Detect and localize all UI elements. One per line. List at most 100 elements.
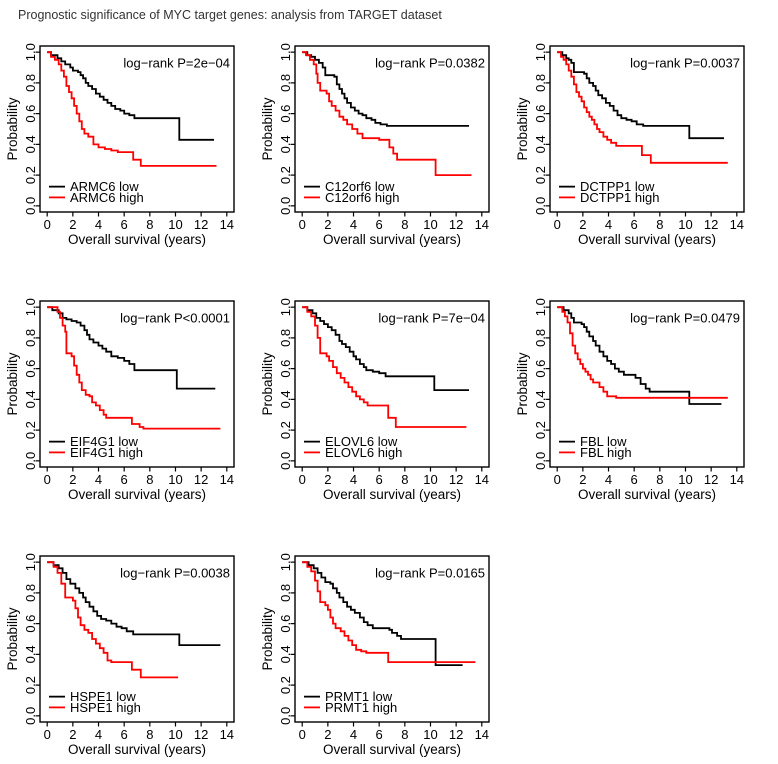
x-tick-label: 2 <box>69 472 76 487</box>
pvalue-annotation: log−rank P=0.0038 <box>120 566 230 581</box>
legend-label-low: ELOVL6 low <box>325 434 398 449</box>
legend-label-high: EIF4G1 high <box>70 445 143 460</box>
panel-grid: 0 2 4 6 8 10 12 14 0.0 0.2 0.4 0.6 0.8 1.0 Overall sur… <box>0 28 778 764</box>
x-tick-label: 10 <box>678 472 692 487</box>
y-axis-label: Probability <box>515 352 530 415</box>
y-tick-label: 0.6 <box>533 360 548 378</box>
legend-label-low: FBL low <box>580 434 627 449</box>
y-tick-label: 0.8 <box>533 329 548 347</box>
x-axis-label: Overall survival (years) <box>68 487 206 502</box>
x-tick-label: 2 <box>579 217 586 232</box>
y-tick-label: 0.8 <box>533 74 548 92</box>
x-tick-label: 12 <box>449 217 463 232</box>
plot-box <box>549 45 745 213</box>
x-tick-label: 14 <box>475 472 489 487</box>
legend-label-low: EIF4G1 low <box>70 434 139 449</box>
x-tick-label: 0 <box>299 217 306 232</box>
y-tick-label: 0.2 <box>278 421 293 439</box>
y-tick-label: 0.4 <box>278 135 293 153</box>
legend-label-high: C12orf6 high <box>325 190 399 205</box>
x-tick-label: 0 <box>554 217 561 232</box>
x-tick-label: 12 <box>194 217 208 232</box>
plot-box <box>294 555 490 723</box>
x-tick-label: 2 <box>324 472 331 487</box>
x-tick-label: 8 <box>146 472 153 487</box>
y-axis-label: Probability <box>5 352 20 415</box>
x-tick-label: 12 <box>449 727 463 742</box>
x-tick-label: 6 <box>121 727 128 742</box>
x-tick-label: 6 <box>121 472 128 487</box>
y-axis-label: Probability <box>260 607 275 670</box>
x-tick-label: 8 <box>401 217 408 232</box>
pvalue-annotation: log−rank P=0.0165 <box>375 566 485 581</box>
survival-curve-low <box>47 51 214 141</box>
y-tick-label: 0.2 <box>23 676 38 694</box>
y-tick-label: 1.0 <box>278 298 293 316</box>
survival-curve-high <box>47 306 221 430</box>
km-panel-ELOVL6: 0 2 4 6 8 10 12 14 0.0 0.2 0.4 0.6 0.8 1.0 Overall sur… <box>260 298 490 502</box>
x-tick-label: 8 <box>656 472 663 487</box>
x-tick-label: 0 <box>299 727 306 742</box>
survival-curve-low <box>557 51 724 140</box>
survival-curve-low <box>47 306 216 390</box>
x-tick-label: 8 <box>401 472 408 487</box>
x-tick-label: 2 <box>69 217 76 232</box>
y-tick-label: 0.6 <box>278 360 293 378</box>
pvalue-annotation: log−rank P=2e−04 <box>123 56 230 71</box>
x-tick-label: 6 <box>376 217 383 232</box>
x-axis-label: Overall survival (years) <box>578 232 716 247</box>
y-axis-label: Probability <box>515 97 530 160</box>
survival-curve-high <box>302 306 467 428</box>
x-tick-label: 4 <box>95 472 102 487</box>
km-panel-HSPE1: 0 2 4 6 8 10 12 14 0.0 0.2 0.4 0.6 0.8 1.0 Overall sur… <box>5 553 235 757</box>
x-tick-label: 6 <box>631 472 638 487</box>
x-tick-label: 2 <box>324 217 331 232</box>
x-tick-label: 14 <box>220 217 234 232</box>
y-tick-label: 1.0 <box>278 553 293 571</box>
legend-label-low: HSPE1 low <box>70 689 136 704</box>
survival-curve-high <box>302 51 472 176</box>
y-tick-label: 0.0 <box>23 197 38 215</box>
y-tick-label: 0.2 <box>23 421 38 439</box>
y-tick-label: 0.0 <box>23 707 38 725</box>
y-tick-label: 0.2 <box>533 421 548 439</box>
y-tick-label: 0.6 <box>533 105 548 123</box>
x-axis-label: Overall survival (years) <box>323 232 461 247</box>
x-tick-label: 6 <box>631 217 638 232</box>
legend-label-high: FBL high <box>580 445 632 460</box>
survival-curve-high <box>557 306 728 399</box>
y-tick-label: 0.4 <box>23 645 38 663</box>
x-tick-label: 12 <box>704 472 718 487</box>
x-tick-label: 14 <box>220 727 234 742</box>
x-tick-label: 14 <box>475 217 489 232</box>
x-tick-label: 0 <box>299 472 306 487</box>
y-tick-label: 0.2 <box>533 166 548 184</box>
y-tick-label: 0.2 <box>23 166 38 184</box>
survival-curve-high <box>557 51 728 164</box>
pvalue-annotation: log−rank P=7e−04 <box>378 311 485 326</box>
y-tick-label: 0.4 <box>278 390 293 408</box>
x-axis-label: Overall survival (years) <box>68 742 206 757</box>
pvalue-annotation: log−rank P=0.0037 <box>630 56 740 71</box>
y-tick-label: 0.8 <box>278 74 293 92</box>
x-tick-label: 0 <box>554 472 561 487</box>
x-tick-label: 14 <box>730 472 744 487</box>
x-axis-label: Overall survival (years) <box>578 487 716 502</box>
x-tick-label: 14 <box>475 727 489 742</box>
x-tick-label: 14 <box>220 472 234 487</box>
x-tick-label: 10 <box>423 472 437 487</box>
y-tick-label: 0.2 <box>278 166 293 184</box>
x-tick-label: 12 <box>704 217 718 232</box>
y-tick-label: 0.6 <box>278 615 293 633</box>
legend-label-low: C12orf6 low <box>325 179 395 194</box>
y-tick-label: 0.4 <box>533 390 548 408</box>
legend-label-low: PRMT1 low <box>325 689 393 704</box>
pvalue-annotation: log−rank P=0.0382 <box>375 56 485 71</box>
plot-box <box>294 45 490 213</box>
y-tick-label: 0.4 <box>533 135 548 153</box>
x-tick-label: 4 <box>605 217 612 232</box>
km-panel-PRMT1: 0 2 4 6 8 10 12 14 0.0 0.2 0.4 0.6 0.8 1.0 Overall sur… <box>260 553 490 757</box>
y-tick-label: 0.0 <box>278 707 293 725</box>
legend-label-high: ELOVL6 high <box>325 445 402 460</box>
